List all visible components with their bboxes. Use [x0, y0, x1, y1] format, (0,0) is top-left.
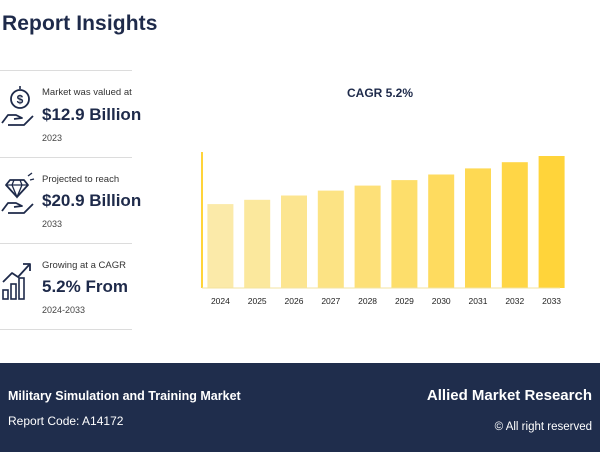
stat-market-value: $ Market was valued at $12.9 Billion 202…	[0, 70, 141, 158]
bar-2027	[317, 190, 344, 288]
brand-name: Allied Market Research	[426, 387, 592, 404]
svg-text:$: $	[17, 93, 24, 107]
page-title: Report Insights	[2, 12, 158, 35]
x-tick-label: 2027	[321, 296, 340, 306]
x-tick-label: 2030	[432, 296, 451, 306]
bar-2025	[244, 199, 271, 288]
report-code: Report Code: A14172	[8, 414, 124, 428]
stat-label: Projected to reach	[42, 174, 120, 185]
bar-chart: 2024 2025 2026 2027 2028 2029 2030 2031 2032 2033	[201, 152, 565, 306]
stat-year: 2024-2033	[42, 305, 86, 315]
footer-bar: Military Simulation and Training Market …	[0, 363, 600, 452]
bar-2031	[465, 168, 491, 288]
bar-2032	[501, 162, 528, 288]
stat-cagr: Growing at a CAGR 5.2% From 2024-2033	[0, 244, 132, 330]
stat-projected-value: Projected to reach $20.9 Billion 2033	[0, 158, 141, 244]
growth-chart-icon	[0, 258, 36, 302]
bar-2029	[391, 180, 418, 288]
stat-label: Market was valued at	[42, 87, 132, 98]
x-tick-label: 2033	[542, 296, 561, 306]
bar-2026	[281, 195, 307, 288]
stat-value: 5.2% From	[42, 277, 128, 296]
x-tick-label: 2026	[285, 296, 304, 306]
diamond-hand-icon	[0, 172, 36, 216]
stat-year: 2033	[42, 219, 63, 229]
x-tick-label: 2024	[211, 296, 230, 306]
bar-2033	[538, 156, 565, 288]
bar-2028	[354, 185, 381, 288]
x-tick-label: 2028	[358, 296, 377, 306]
stat-value: $12.9 Billion	[42, 105, 142, 124]
copyright-text: © All right reserved	[494, 421, 592, 433]
money-hand-icon: $	[0, 85, 36, 129]
chart-title: CAGR 5.2%	[346, 86, 414, 100]
x-tick-label: 2025	[248, 296, 267, 306]
stat-label: Growing at a CAGR	[42, 260, 126, 271]
market-name: Military Simulation and Training Market	[8, 389, 241, 403]
stat-value: $20.9 Billion	[42, 191, 142, 210]
x-tick-label: 2032	[505, 296, 524, 306]
bar-2030	[428, 174, 455, 288]
bar-2024	[207, 204, 234, 288]
x-tick-label: 2031	[469, 296, 488, 306]
x-tick-label: 2029	[395, 296, 414, 306]
stat-year: 2023	[42, 133, 63, 143]
